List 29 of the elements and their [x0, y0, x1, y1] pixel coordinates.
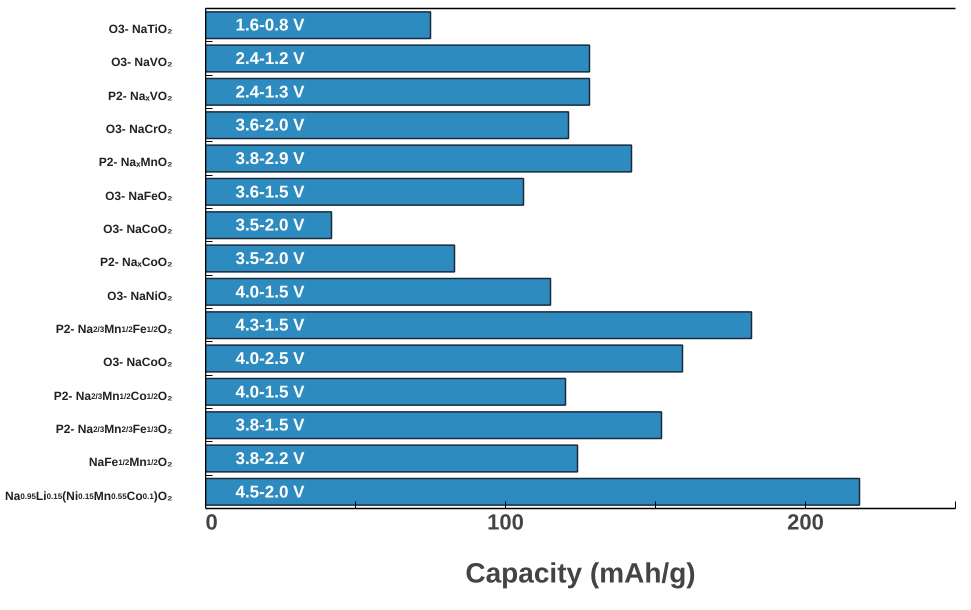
y-tick-label: P2- NaₓCoO₂: [99, 254, 174, 272]
x-tick-label: 0: [206, 510, 218, 534]
y-tick-label: O3- NaCrO₂: [104, 121, 174, 138]
y-tick-label: O3- NaTiO₂: [108, 21, 174, 38]
data-label: 4.0-2.5 V: [236, 349, 306, 368]
y-tick-label: O3- NaFeO₂: [104, 188, 174, 205]
x-axis-title: Capacity (mAh/g): [465, 558, 696, 588]
data-label: 3.8-1.5 V: [236, 416, 306, 435]
data-label: 1.6-0.8 V: [236, 16, 306, 35]
data-label: 4.0-1.5 V: [236, 282, 306, 302]
data-label: 4.3-1.5 V: [236, 316, 306, 335]
data-label: 3.6-1.5 V: [236, 182, 306, 202]
y-tick-label: P2- NaₓVO₂: [107, 88, 174, 105]
data-label: 3.8-2.9 V: [236, 149, 306, 168]
y-tick-label: O3- NaVO₂: [110, 54, 174, 72]
data-label: 4.5-2.0 V: [236, 482, 306, 502]
data-label: 3.8-2.2 V: [236, 449, 306, 468]
data-label: 3.6-2.0 V: [236, 116, 306, 135]
data-label: 2.4-1.2 V: [236, 49, 306, 68]
data-label: 4.0-1.5 V: [236, 382, 306, 402]
y-tick-label: O3- NaCoO₂: [102, 221, 174, 238]
y-tick-label: O3- NaNiO₂: [106, 288, 174, 305]
x-tick-label: 100: [487, 510, 524, 534]
data-label: 3.5-2.0 V: [236, 216, 306, 235]
y-tick-label: P2- NaₓMnO₂: [98, 154, 174, 172]
y-tick-label: O3- NaCoO₂: [102, 354, 174, 372]
x-tick-label: 200: [787, 510, 824, 534]
data-label: 2.4-1.3 V: [236, 82, 306, 102]
data-label: 3.5-2.0 V: [236, 249, 306, 268]
